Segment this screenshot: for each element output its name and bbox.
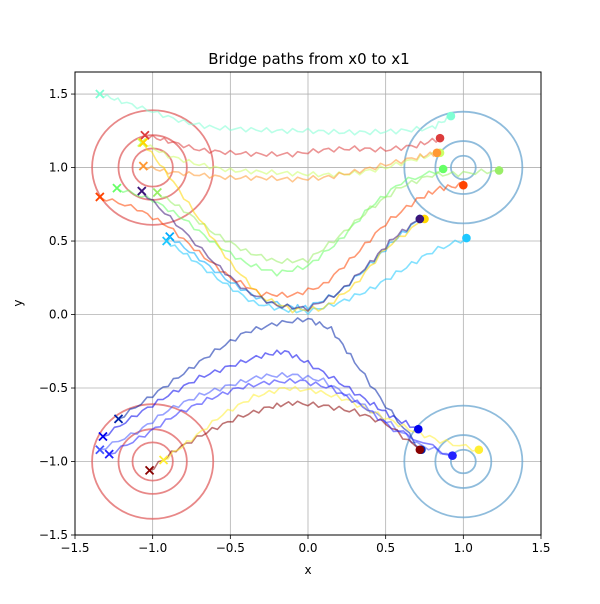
start-x-marker: [140, 130, 150, 140]
contour-ring: [403, 110, 524, 225]
contour-ring: [403, 404, 524, 519]
x-tick-label: −1.5: [60, 541, 89, 555]
end-dot-marker: [415, 214, 425, 224]
contour-ring: [434, 434, 493, 489]
end-dot-marker: [474, 445, 484, 455]
start-x-marker: [104, 449, 114, 459]
end-dot-marker: [448, 451, 457, 460]
x-tick-label: 1.5: [531, 541, 550, 555]
bridge-paths: [99, 93, 500, 472]
bridge-path-line: [144, 134, 441, 158]
contour-ring: [131, 147, 174, 188]
start-x-marker: [152, 187, 162, 198]
end-dot-marker: [494, 166, 504, 175]
bridge-path-line: [99, 372, 453, 457]
x-tick-label: −0.5: [216, 541, 245, 555]
grid-lines: [74, 72, 542, 536]
start-x-marker: [137, 137, 147, 148]
y-tick-label: −0.5: [39, 381, 68, 395]
x-tick-label: 1.0: [454, 541, 473, 555]
contour-ring: [450, 448, 477, 475]
y-tick-label: −1.5: [39, 528, 68, 542]
start-x-marker: [113, 414, 124, 424]
bridge-path-line: [99, 182, 464, 298]
x-axis-label: x: [304, 563, 311, 577]
end-dot-marker: [435, 133, 445, 143]
x-tick-label: −1.0: [138, 541, 167, 555]
start-x-marker: [158, 455, 169, 465]
bridge-path-line: [165, 237, 467, 315]
start-x-marker: [138, 161, 148, 171]
start-x-marker: [95, 445, 105, 455]
start-x-marker: [162, 236, 172, 246]
start-x-marker: [112, 183, 122, 193]
end-dot-marker: [459, 180, 468, 190]
bridge-path-line: [142, 151, 438, 183]
end-dot-marker: [415, 445, 425, 455]
bridge-path-line: [109, 377, 453, 457]
contour-ring: [434, 140, 493, 195]
bridge-path-line: [116, 168, 444, 277]
x-tick-label: 0.5: [376, 541, 395, 555]
y-tick-label: −1.0: [39, 455, 68, 469]
end-dot-marker: [438, 164, 448, 174]
axis-ticks: −1.5 −1.0 −0.5 0.0 0.5 1.0 1.5 −1.5 −1.0 −0.5 0.0 0…: [39, 87, 551, 555]
bridge-path-line: [118, 317, 422, 451]
start-x-marker: [95, 89, 105, 99]
start-x-marker: [95, 192, 105, 202]
bridge-path-line: [99, 93, 452, 136]
contour-ring: [91, 403, 215, 520]
bridge-path-line: [156, 168, 500, 264]
x-tick-label: 0.0: [298, 541, 317, 555]
start-x-marker: [138, 137, 148, 148]
bridge-path-line: [102, 349, 419, 438]
start-x-marker: [137, 186, 147, 196]
contour-ring: [131, 441, 174, 482]
end-dot-marker: [446, 111, 456, 121]
y-tick-label: 1.0: [49, 161, 68, 175]
y-tick-label: 0.5: [49, 234, 68, 248]
path-markers: [95, 89, 504, 475]
start-x-marker: [144, 465, 155, 475]
contour-ring: [450, 154, 477, 181]
start-x-marker: [165, 231, 175, 242]
bridge-path-line: [141, 190, 421, 312]
start-x-marker: [98, 431, 108, 442]
end-dot-marker: [413, 424, 423, 434]
bridge-path-line: [149, 400, 421, 472]
chart-title: Bridge paths from x0 to x1: [208, 50, 409, 68]
bridge-path-line: [141, 142, 441, 178]
end-dot-marker: [432, 148, 442, 158]
end-dot-marker: [462, 233, 471, 243]
y-tick-label: 1.5: [49, 87, 68, 101]
y-axis-label: y: [11, 299, 25, 306]
y-tick-label: 0.0: [49, 308, 68, 322]
